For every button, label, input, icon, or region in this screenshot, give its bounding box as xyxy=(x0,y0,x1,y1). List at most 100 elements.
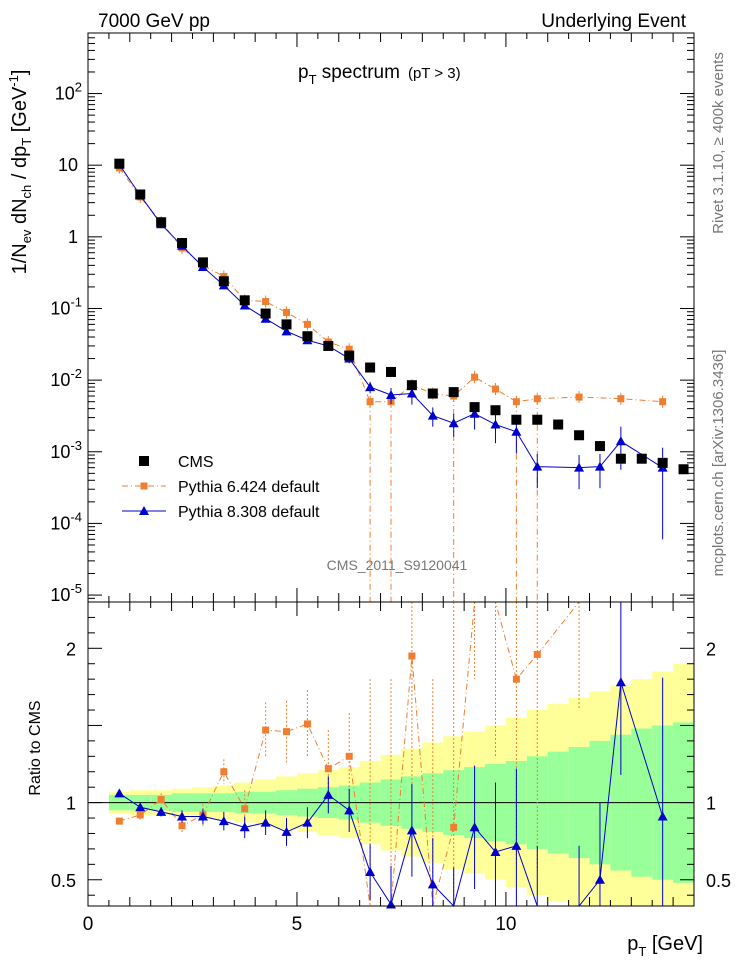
cms-data-point xyxy=(511,414,522,425)
cms-data-point xyxy=(323,340,334,351)
pythia8-ratio-point xyxy=(344,805,355,815)
pythia6-ratio-point xyxy=(241,805,249,813)
pythia8-point xyxy=(469,408,480,418)
pythia8-ratio-point xyxy=(281,826,292,836)
main-plot-data xyxy=(114,158,689,602)
y-tick-label: 10-3 xyxy=(50,438,82,462)
pythia6-ratio-point xyxy=(136,811,144,819)
pythia8-ratio-point xyxy=(135,802,146,812)
cms-data-point xyxy=(365,362,376,373)
cms-data-point xyxy=(406,380,417,391)
pythia8-point xyxy=(406,388,417,398)
ratio-y-axis-title: Ratio to CMS xyxy=(27,700,44,795)
pythia6-ratio-point xyxy=(157,796,165,804)
pythia8-ratio-point xyxy=(323,789,334,799)
pythia8-ratio-point xyxy=(197,811,208,821)
cms-data-point xyxy=(594,441,605,452)
svg-text:1/Nev dNch / dpT [GeV-1]: 1/Nev dNch / dpT [GeV-1] xyxy=(6,70,34,275)
pythia6-point xyxy=(303,320,311,328)
pythia6-main-line xyxy=(118,167,663,403)
pythia6-ratio-point xyxy=(450,823,458,831)
cms-data-point xyxy=(260,308,271,319)
pythia8-point xyxy=(532,461,543,471)
cms-data-point xyxy=(553,419,564,430)
pythia8-point xyxy=(511,426,522,436)
ratio-y-tick-label-right: 0.5 xyxy=(706,871,731,891)
header-right: Underlying Event xyxy=(541,11,686,32)
pythia8-ratio-point xyxy=(302,817,313,827)
cms-data-point xyxy=(218,276,229,287)
cms-data-point xyxy=(636,453,647,464)
x-tick-label: 0 xyxy=(83,914,94,935)
cms-data-point xyxy=(469,402,480,413)
pythia6-point xyxy=(366,398,374,406)
ratio-plot-frame xyxy=(87,601,695,907)
pythia6-ratio-point xyxy=(345,752,353,760)
pythia8-ratio-point xyxy=(260,817,271,827)
pythia6-point xyxy=(471,373,479,381)
pythia6-ratio-point xyxy=(324,765,332,773)
ratio-y-tick-label-right: 1 xyxy=(706,794,716,814)
cms-data-point xyxy=(490,405,501,416)
ratio-uncertainty-bands xyxy=(108,663,694,906)
pythia6-ratio-point xyxy=(220,768,228,776)
y-tick-label: 10-4 xyxy=(50,509,82,533)
cms-data-point xyxy=(302,331,313,342)
pythia8-ratio-point xyxy=(490,846,501,856)
ratio-y-tick-label-right: 2 xyxy=(706,639,716,659)
ratio-y-tick-label: 1 xyxy=(66,794,76,814)
pythia8-ratio-point xyxy=(511,840,522,850)
analysis-watermark: CMS_2011_S9120041 xyxy=(327,557,468,573)
side-mcplots-label: mcplots.cern.ch [arXiv:1306.3436] xyxy=(710,350,727,577)
pythia8-ratio-point xyxy=(594,874,605,884)
cms-data-point xyxy=(239,295,250,306)
legend-marker-pythia8 xyxy=(139,506,149,515)
ratio-y-tick-label: 0.5 xyxy=(51,871,76,891)
pythia8-point xyxy=(448,418,459,428)
y-tick-label: 10-2 xyxy=(50,366,82,390)
pythia8-point xyxy=(365,382,376,392)
pythia8-ratio-point xyxy=(156,806,167,816)
pythia8-point xyxy=(574,462,585,472)
pythia6-point xyxy=(262,298,270,306)
axes: 10-5 10-4 10-3 10-2 10-1 1 10 102 0.5 0.5 1 1 2 2 0 5 10 xyxy=(50,32,731,935)
cms-data-point xyxy=(114,158,125,169)
pythia8-ratio-point xyxy=(406,825,417,835)
pythia6-ratio-point xyxy=(512,675,520,683)
pythia8-ratio-point xyxy=(239,822,250,832)
legend: CMS Pythia 6.424 default Pythia 8.308 defa… xyxy=(122,454,320,521)
plot-title: pT spectrum (pT > 3) xyxy=(298,62,461,87)
pythia8-ratio-point xyxy=(365,867,376,877)
pythia8-ratio-point xyxy=(615,677,626,687)
pythia8-ratio-point xyxy=(114,788,125,798)
pythia8-ratio-point xyxy=(657,811,668,821)
pythia6-point xyxy=(617,395,625,403)
pythia8-point xyxy=(594,461,605,471)
pythia6-ratio-point xyxy=(262,726,270,734)
pythia6-point xyxy=(345,345,353,353)
cms-data-point xyxy=(135,189,146,200)
pythia6-point xyxy=(575,393,583,401)
y-tick-label: 1 xyxy=(68,227,78,247)
pythia6-ratio-point xyxy=(303,720,311,728)
pythia6-ratio-point xyxy=(178,822,186,830)
y-tick-label: 10-1 xyxy=(50,294,82,318)
pythia8-point xyxy=(427,410,438,420)
pythia6-ratio-point xyxy=(283,728,291,736)
cms-data-point xyxy=(657,457,668,468)
legend-label: CMS xyxy=(178,454,214,471)
pythia8-ratio-point xyxy=(469,822,480,832)
pythia6-point xyxy=(283,308,291,316)
cms-data-point xyxy=(448,387,459,398)
side-rivet-label: Rivet 3.1.10, ≥ 400k events xyxy=(710,52,727,234)
y-axis-title: 1/Nev dNch / dpT [GeV-1] xyxy=(6,70,34,275)
pythia6-point xyxy=(491,385,499,393)
legend-marker-cms xyxy=(139,456,149,466)
y-tick-label: 10 xyxy=(58,155,78,175)
pythia8-main-line xyxy=(118,164,663,469)
pythia6-ratio-point xyxy=(115,817,123,825)
legend-label: Pythia 6.424 default xyxy=(178,479,320,496)
cms-data-point xyxy=(574,430,585,441)
pythia6-ratio-point xyxy=(408,652,416,660)
